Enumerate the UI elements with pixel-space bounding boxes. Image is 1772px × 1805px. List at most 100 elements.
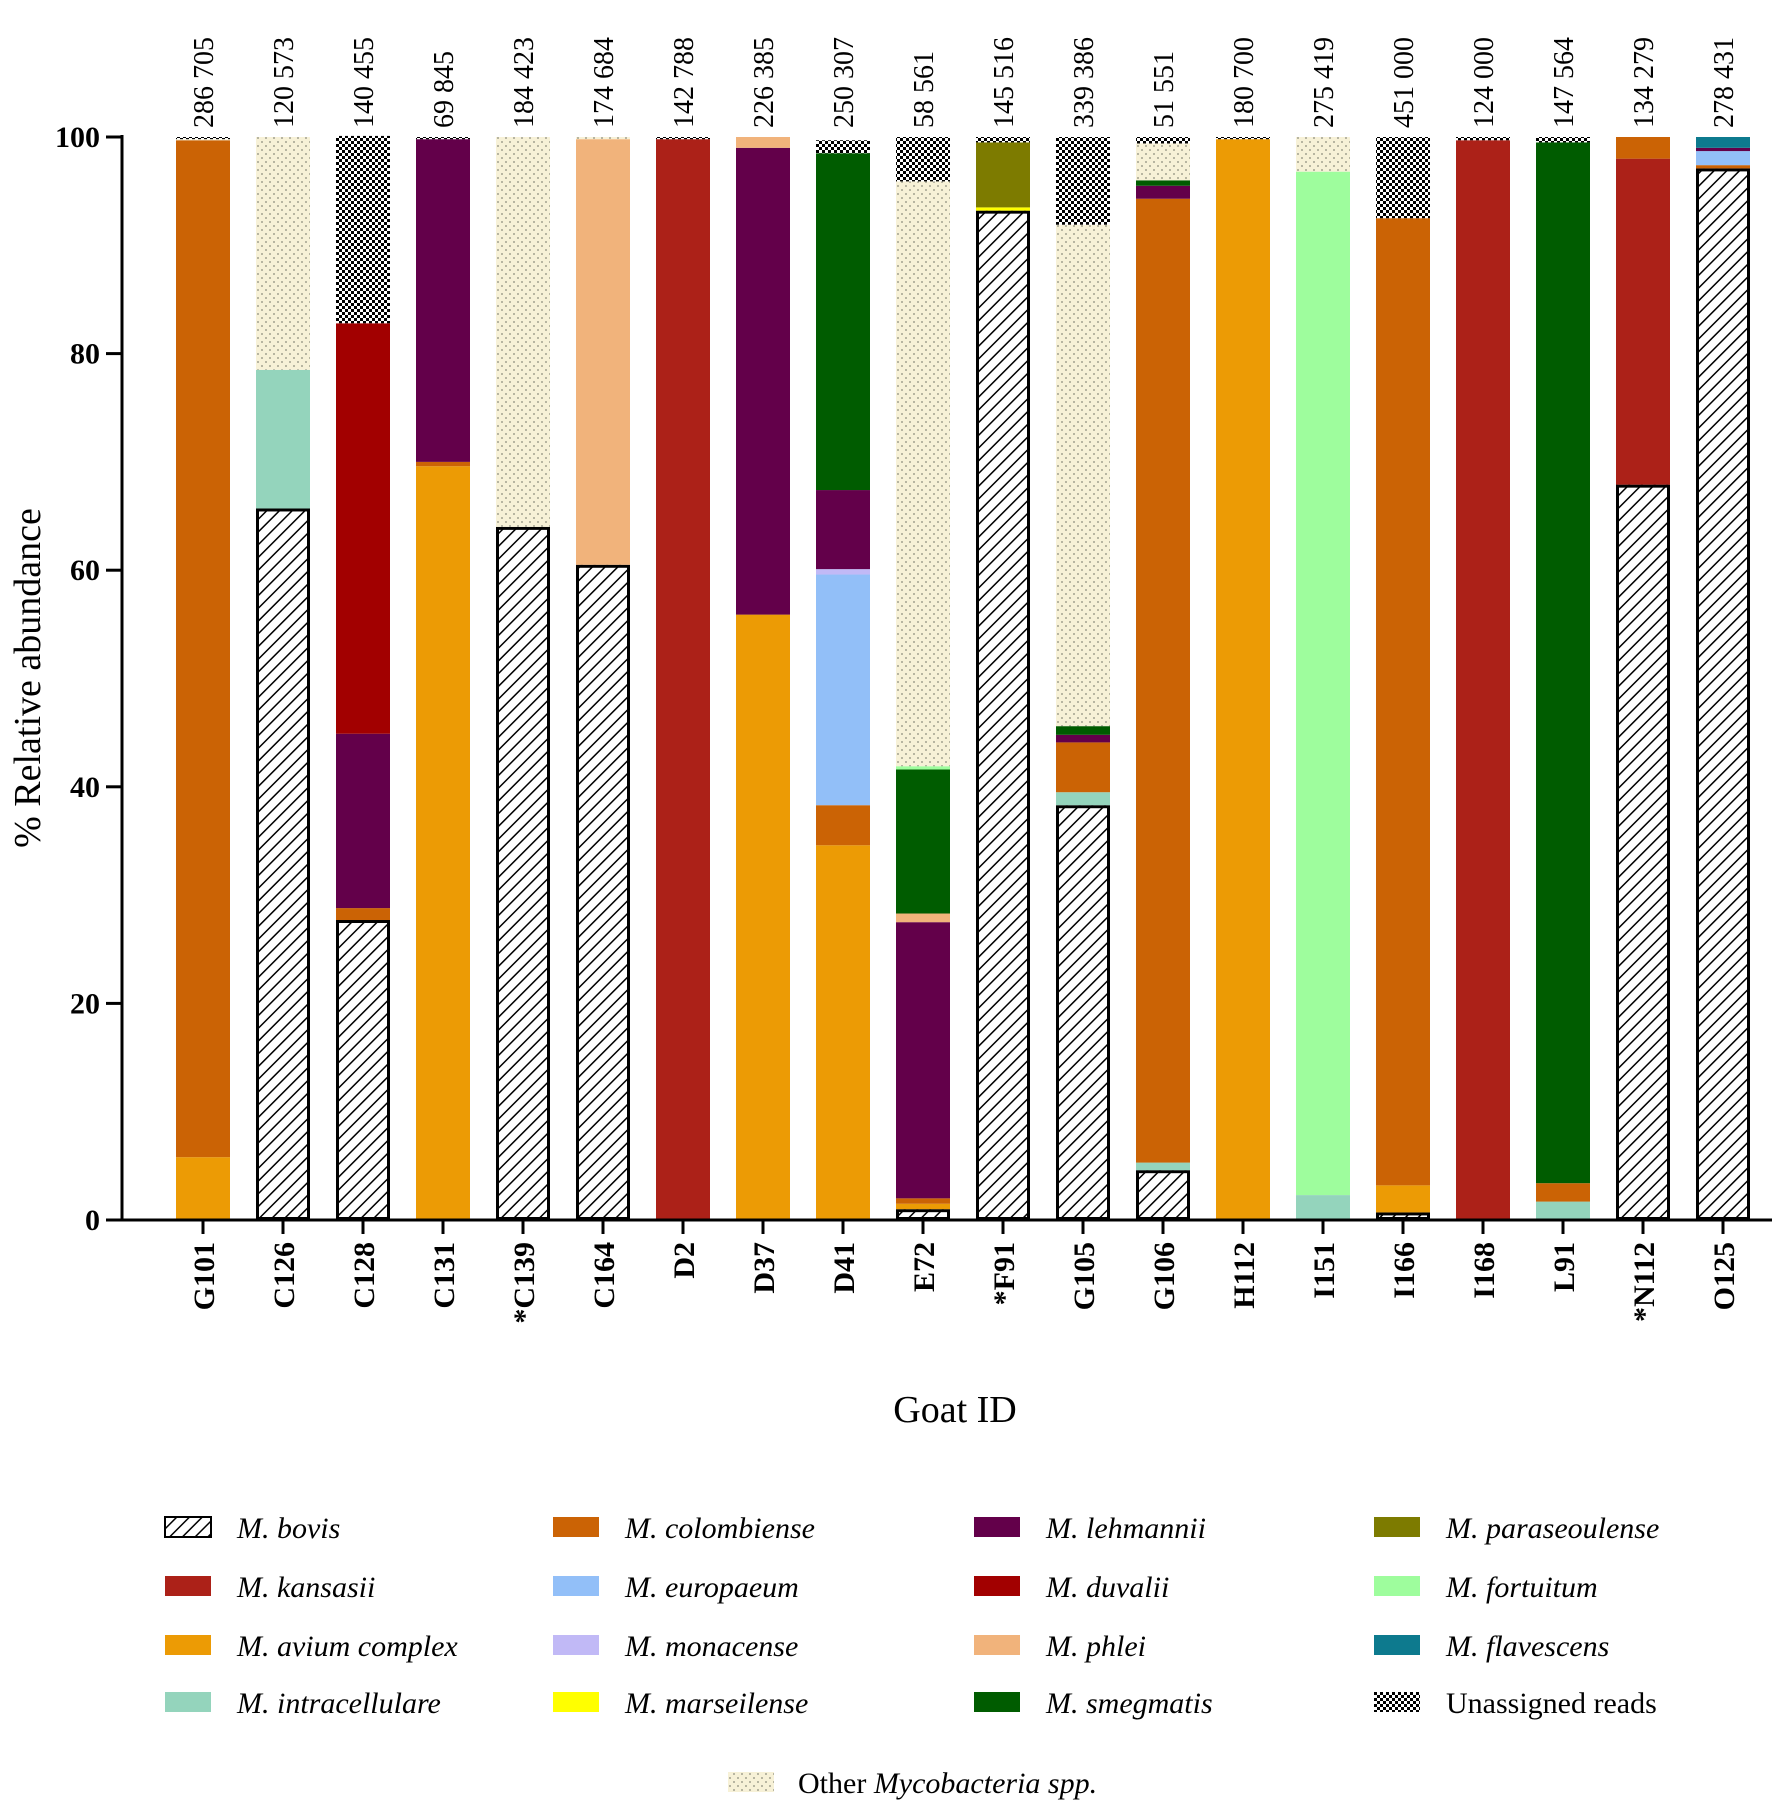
read-count-label: 142 788 xyxy=(669,37,700,128)
segment-phlei xyxy=(736,137,790,148)
read-count-label: 275 419 xyxy=(1309,37,1340,128)
read-count-label: 51 551 xyxy=(1149,51,1180,128)
legend-item-fortuitum: M. fortuitum xyxy=(1374,1571,1598,1604)
x-axis-title: Goat ID xyxy=(893,1389,1016,1431)
legend-item-marseilense: M. marseilense xyxy=(553,1687,808,1720)
bar-G101 xyxy=(176,137,230,1220)
legend-swatch xyxy=(164,1516,212,1538)
read-count-label: 180 700 xyxy=(1229,37,1260,128)
legend-item-europaeum: M. europaeum xyxy=(553,1571,799,1604)
read-count-label: 451 000 xyxy=(1389,37,1420,128)
legend-label: M. phlei xyxy=(1045,1630,1146,1663)
segment-other xyxy=(1136,143,1190,181)
read-count-label: 145 516 xyxy=(989,37,1020,128)
segment-other xyxy=(576,137,630,140)
segment-paraseoulense xyxy=(976,142,1030,208)
segment-intracellulare xyxy=(1296,1195,1350,1220)
x-tick-label: G105 xyxy=(1068,1242,1101,1310)
x-tick-label: L91 xyxy=(1548,1242,1581,1292)
bar-C131 xyxy=(416,137,470,1220)
read-count-label: 120 573 xyxy=(269,37,300,128)
legend: M. bovis M. kansasii M. avium complex M. in… xyxy=(164,1512,1659,1800)
bar-G105 xyxy=(1056,137,1110,1220)
segment-unassigned xyxy=(1136,137,1190,144)
segment-smegmatis xyxy=(816,153,870,491)
segment-smegmatis xyxy=(896,769,950,914)
segment-other xyxy=(256,137,310,370)
legend-swatch xyxy=(1374,1635,1420,1655)
x-tick-label: C131 xyxy=(428,1242,461,1309)
bar-I151 xyxy=(1296,137,1350,1220)
legend-item-smegmatis: M. smegmatis xyxy=(974,1687,1213,1720)
legend-label: M. kansasii xyxy=(236,1571,375,1604)
segment-lehmannii xyxy=(336,733,390,909)
bar-I168 xyxy=(1456,137,1510,1220)
segment-intracellulare xyxy=(1056,792,1110,806)
x-tick-label: I151 xyxy=(1308,1242,1341,1299)
legend-item-bovis: M. bovis xyxy=(164,1512,340,1545)
segment-unassigned xyxy=(1456,137,1510,141)
segment-bovis xyxy=(336,920,390,1220)
x-tick-label: *N112 xyxy=(1628,1242,1661,1322)
segment-avium xyxy=(1216,139,1270,1220)
read-count-label: 140 455 xyxy=(349,37,380,128)
x-tick-label: D41 xyxy=(828,1242,861,1294)
segment-intracellulare xyxy=(256,369,310,509)
legend-label-italic: Mycobacteria spp. xyxy=(873,1767,1097,1800)
bar-D37 xyxy=(736,137,790,1220)
segment-fortuitum xyxy=(896,766,950,770)
x-tick-label: G101 xyxy=(188,1242,221,1310)
x-tick-label: *C139 xyxy=(508,1242,541,1324)
segment-unassigned xyxy=(1216,137,1270,140)
segment-other xyxy=(496,137,550,527)
segment-other xyxy=(176,139,230,141)
x-tick-label: E72 xyxy=(908,1242,941,1292)
segment-bovis xyxy=(1616,484,1670,1220)
segment-other xyxy=(896,181,950,767)
bar-F91 xyxy=(976,137,1030,1221)
read-count-label: 339 386 xyxy=(1069,37,1100,128)
segment-europaeum xyxy=(1696,151,1750,166)
segment-avium xyxy=(896,1203,950,1210)
segment-lehmannii xyxy=(736,147,790,615)
legend-item-intracellulare: M. intracellulare xyxy=(165,1687,441,1720)
legend-item-kansasii: M. kansasii xyxy=(165,1571,375,1604)
legend-item-monacense: M. monacense xyxy=(553,1630,798,1663)
segment-unassigned xyxy=(416,137,470,140)
x-tick-label: H112 xyxy=(1228,1242,1261,1309)
read-count-label: 226 385 xyxy=(749,37,780,128)
read-counts: 286 705 120 573 140 455 69 845 184 423 174 68… xyxy=(189,37,1740,128)
read-count-label: 134 279 xyxy=(1629,37,1660,128)
y-tick-label: 100 xyxy=(55,121,100,154)
segment-bovis xyxy=(576,564,630,1220)
y-tick-label: 80 xyxy=(70,338,100,371)
segment-lehmannii xyxy=(1696,147,1750,152)
segment-lehmannii xyxy=(1056,734,1110,743)
bar-D41 xyxy=(816,140,870,1220)
segment-smegmatis xyxy=(1136,180,1190,186)
segment-bovis xyxy=(1696,168,1750,1221)
x-axis: G101 C126 C128 C131 *C139 C164 D2 D37 D41 E72 *F91… xyxy=(122,1218,1772,1324)
y-axis: 0 20 40 60 80 100 xyxy=(55,121,124,1237)
legend-label: M. paraseoulense xyxy=(1445,1512,1659,1545)
segment-bovis xyxy=(1056,805,1110,1220)
x-tick-label: D2 xyxy=(668,1242,701,1279)
x-tick-label: *F91 xyxy=(988,1242,1021,1305)
x-tick-label: I168 xyxy=(1468,1242,1501,1299)
segment-avium xyxy=(416,466,470,1220)
segment-bovis xyxy=(496,526,550,1220)
y-tick-label: 20 xyxy=(70,987,100,1020)
bars xyxy=(176,135,1750,1221)
segment-unassigned xyxy=(656,137,710,140)
y-tick-label: 40 xyxy=(70,771,100,804)
segment-other xyxy=(1296,137,1350,172)
segment-unassigned xyxy=(1056,137,1110,225)
legend-label: M. europaeum xyxy=(624,1571,799,1604)
legend-swatch xyxy=(974,1576,1020,1596)
segment-colombiense xyxy=(816,805,870,846)
segment-unassigned xyxy=(896,137,950,182)
legend-swatch xyxy=(974,1692,1020,1712)
segment-bovis xyxy=(896,1209,950,1220)
legend-swatch xyxy=(553,1576,599,1596)
x-tick-label: C164 xyxy=(588,1242,621,1309)
